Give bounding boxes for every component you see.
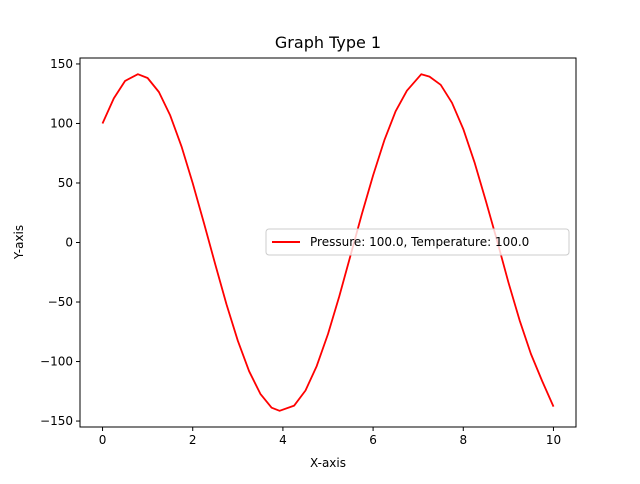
x-tick-label: 2 bbox=[189, 433, 197, 447]
chart-title: Graph Type 1 bbox=[275, 33, 381, 52]
y-tick-label: 50 bbox=[58, 176, 73, 190]
y-tick-label: 0 bbox=[65, 236, 73, 250]
y-tick-label: −50 bbox=[48, 295, 73, 309]
y-tick-label: 100 bbox=[50, 116, 73, 130]
series-layer bbox=[101, 73, 555, 412]
x-tick-label: 8 bbox=[459, 433, 467, 447]
y-tick-label: −150 bbox=[40, 414, 73, 428]
legend: Pressure: 100.0, Temperature: 100.0 bbox=[265, 228, 570, 256]
legend-box bbox=[265, 228, 570, 256]
x-tick-label: 0 bbox=[99, 433, 107, 447]
legend-label: Pressure: 100.0, Temperature: 100.0 bbox=[310, 235, 529, 249]
x-tick-label: 6 bbox=[369, 433, 377, 447]
x-tick-label: 4 bbox=[279, 433, 287, 447]
y-tick-label: −100 bbox=[40, 355, 73, 369]
x-axis-label: X-axis bbox=[310, 456, 346, 470]
series-line bbox=[101, 73, 555, 412]
x-tick-label: 10 bbox=[546, 433, 561, 447]
y-axis-ticks: −150 −100 −50 0 50 100 150 bbox=[40, 57, 80, 428]
y-axis-label: Y-axis bbox=[12, 225, 26, 260]
y-tick-label: 150 bbox=[50, 57, 73, 71]
x-axis-ticks: 0 2 4 6 8 10 bbox=[99, 427, 561, 447]
